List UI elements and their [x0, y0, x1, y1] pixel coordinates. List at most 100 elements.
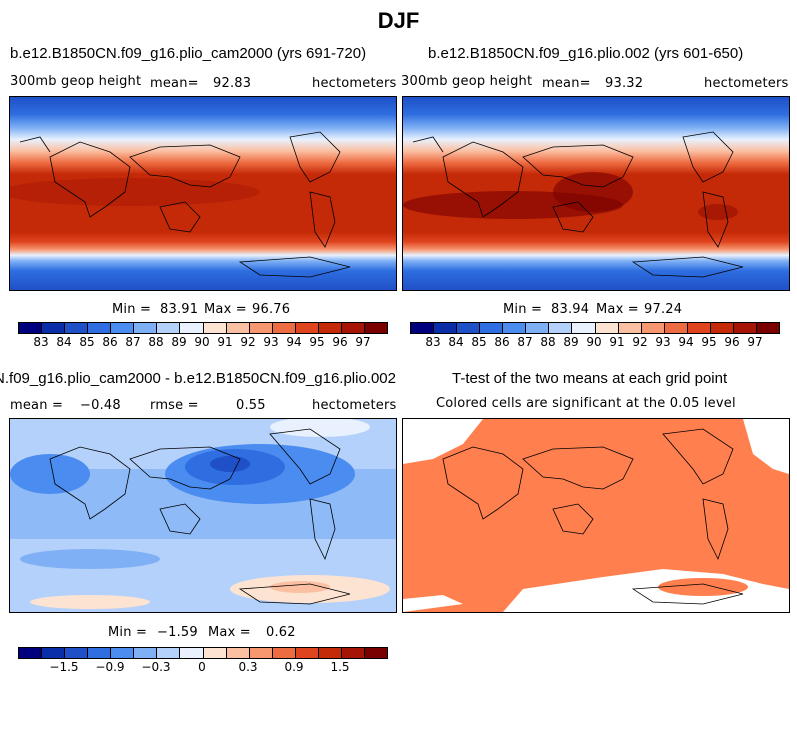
panel3-mean-label: mean =	[10, 398, 64, 413]
colorbar-tick-label: 90	[586, 335, 602, 349]
panel2-min-label: Min =	[503, 302, 543, 317]
panel2-min: 83.94	[551, 302, 590, 317]
colorbar-tick-label: 86	[494, 335, 510, 349]
colorbar-tick-label: 1.5	[330, 660, 350, 674]
colorbar-tick-label: 89	[171, 335, 187, 349]
colorbar-box-0	[19, 323, 43, 333]
colorbar-box-1	[42, 648, 66, 658]
colorbar-box-15	[756, 323, 779, 333]
panel2-max: 97.24	[644, 302, 683, 317]
panel4-subtitle: Colored cells are significant at the 0.0…	[436, 396, 736, 411]
colorbar-box-4	[111, 648, 135, 658]
colorbar-box-10	[641, 323, 665, 333]
colorbar-tick-label: 89	[563, 335, 579, 349]
colorbar-tick-label: 95	[701, 335, 717, 349]
panel1-units: hectometers	[312, 76, 397, 91]
colorbar-tick-label: 83	[33, 335, 49, 349]
colorbar-tick-label: 92	[240, 335, 256, 349]
panel4-title: T-test of the two means at each grid poi…	[452, 370, 728, 387]
panel2-map	[402, 96, 790, 291]
colorbar-box-4	[111, 323, 135, 333]
colorbar-tick-label: 83	[425, 335, 441, 349]
colorbar-tick-label: 87	[517, 335, 533, 349]
colorbar-box-3	[88, 648, 112, 658]
colorbar-tick-label: 88	[540, 335, 556, 349]
colorbar-tick-label: 96	[724, 335, 740, 349]
colorbar-tick-label: 93	[263, 335, 279, 349]
colorbar-box-9	[618, 323, 642, 333]
colorbar-box-11	[272, 648, 296, 658]
colorbar-box-12	[295, 648, 319, 658]
panel4-coastlines	[442, 428, 744, 605]
panel2-coastlines	[412, 131, 744, 278]
panel1-max-label: Max =	[204, 302, 247, 317]
colorbar-box-3	[480, 323, 504, 333]
panel1-colorbar	[18, 322, 388, 334]
colorbar-box-13	[710, 323, 734, 333]
colorbar-tick-label: 84	[56, 335, 72, 349]
colorbar-tick-label: 0.9	[284, 660, 304, 674]
panel1-mean: 92.83	[213, 76, 252, 91]
panel1-variable: 300mb geop height	[10, 74, 142, 89]
colorbar-box-3	[88, 323, 112, 333]
panel3-mean: −0.48	[80, 398, 121, 413]
colorbar-box-0	[19, 648, 43, 658]
colorbar-box-7	[180, 648, 204, 658]
colorbar-box-10	[249, 323, 273, 333]
colorbar-box-14	[341, 323, 365, 333]
panel3-coastlines	[49, 428, 351, 605]
panel3-colorbar	[18, 647, 388, 659]
colorbar-box-8	[203, 323, 227, 333]
colorbar-box-12	[687, 323, 711, 333]
colorbar-box-0	[411, 323, 435, 333]
colorbar-box-9	[226, 323, 250, 333]
colorbar-box-13	[318, 323, 342, 333]
colorbar-box-1	[434, 323, 458, 333]
colorbar-box-6	[549, 323, 573, 333]
colorbar-box-15	[364, 323, 387, 333]
colorbar-tick-label: 0.3	[238, 660, 258, 674]
colorbar-tick-label: 0	[198, 660, 206, 674]
colorbar-tick-label: 85	[471, 335, 487, 349]
colorbar-box-10	[249, 648, 273, 658]
colorbar-tick-label: 91	[609, 335, 625, 349]
panel1-mean-label: mean=	[150, 76, 199, 91]
colorbar-tick-label: 90	[194, 335, 210, 349]
colorbar-tick-label: 85	[79, 335, 95, 349]
colorbar-box-7	[180, 323, 204, 333]
panel1-coastlines	[19, 131, 351, 278]
panel3-max-label: Max =	[208, 625, 251, 640]
colorbar-tick-label: −0.3	[141, 660, 171, 674]
panel2-variable: 300mb geop height	[401, 74, 533, 89]
colorbar-box-12	[295, 323, 319, 333]
colorbar-tick-label: 93	[655, 335, 671, 349]
colorbar-box-2	[65, 648, 89, 658]
colorbar-tick-label: 91	[217, 335, 233, 349]
panel3-max: 0.62	[266, 625, 296, 640]
panel3-title: b.e12.B1850CN.f09_g16.plio_cam2000 - b.e…	[0, 370, 396, 387]
panel1-min: 83.91	[160, 302, 199, 317]
panel1-max: 96.76	[252, 302, 291, 317]
colorbar-box-6	[157, 323, 181, 333]
panel3-min-label: Min =	[108, 625, 148, 640]
colorbar-tick-label: 94	[286, 335, 302, 349]
colorbar-tick-label: 84	[448, 335, 464, 349]
colorbar-tick-label: 87	[125, 335, 141, 349]
panel3-units: hectometers	[312, 398, 397, 413]
colorbar-box-5	[526, 323, 550, 333]
colorbar-box-5	[134, 323, 158, 333]
panel1-min-label: Min =	[112, 302, 152, 317]
panel3-title-text: b.e12.B1850CN.f09_g16.plio_cam2000 - b.e…	[0, 370, 396, 387]
colorbar-box-4	[503, 323, 527, 333]
colorbar-tick-label: −1.5	[49, 660, 79, 674]
colorbar-box-8	[203, 648, 227, 658]
colorbar-tick-label: 96	[332, 335, 348, 349]
panel4-map	[402, 418, 790, 613]
colorbar-box-15	[364, 648, 387, 658]
colorbar-tick-label: 88	[148, 335, 164, 349]
colorbar-tick-label: 94	[678, 335, 694, 349]
panel2-mean: 93.32	[605, 76, 644, 91]
colorbar-tick-label: 97	[747, 335, 763, 349]
colorbar-box-8	[595, 323, 619, 333]
panel3-map	[9, 418, 397, 613]
